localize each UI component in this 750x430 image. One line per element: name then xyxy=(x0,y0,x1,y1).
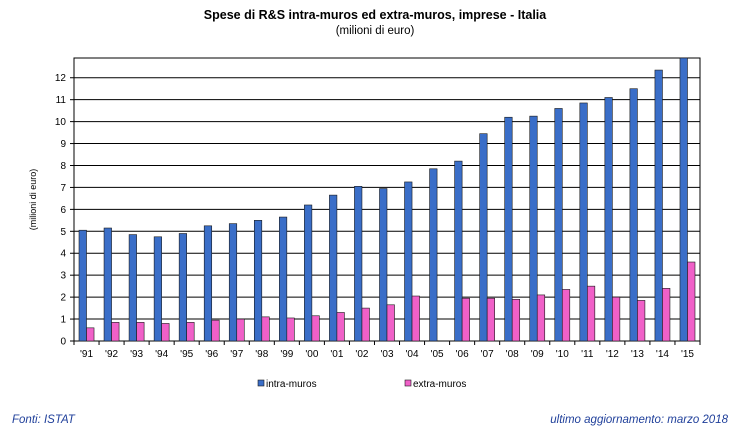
x-tick-label: '10 xyxy=(556,349,569,360)
bar-extra-muros xyxy=(612,296,621,342)
source-note: Fonti: ISTAT xyxy=(12,414,75,426)
bar-extra-muros xyxy=(311,315,320,342)
legend-swatch-intra-muros xyxy=(257,379,265,387)
x-tick-label: '91 xyxy=(80,349,93,360)
x-tick-label: '15 xyxy=(681,349,694,360)
bar-intra-muros xyxy=(529,115,538,342)
x-tick-label: '03 xyxy=(380,349,393,360)
bar-extra-muros xyxy=(86,327,95,342)
y-tick-label: 0 xyxy=(60,337,66,348)
bar-intra-muros xyxy=(178,233,187,342)
bar-extra-muros xyxy=(361,307,370,342)
x-tick-label: '06 xyxy=(456,349,469,360)
bar-extra-muros xyxy=(587,285,596,342)
bar-intra-muros xyxy=(604,97,613,342)
legend-swatch-extra-muros xyxy=(404,379,412,387)
bar-intra-muros xyxy=(203,225,213,342)
y-tick-label: 9 xyxy=(60,139,66,150)
y-tick-label: 12 xyxy=(55,73,67,84)
x-tick-label: '99 xyxy=(280,349,293,360)
bar-extra-muros xyxy=(336,312,345,342)
bar-intra-muros xyxy=(354,186,363,342)
bar-intra-muros xyxy=(78,229,87,342)
y-tick-label: 10 xyxy=(55,117,67,128)
x-tick-label: '02 xyxy=(355,349,368,360)
chart-subtitle: (milioni di euro) xyxy=(335,25,415,37)
x-tick-label: '12 xyxy=(606,349,619,360)
y-tick-label: 1 xyxy=(60,315,66,326)
bar-extra-muros xyxy=(536,294,546,342)
x-tick-label: '95 xyxy=(180,349,193,360)
x-tick-label: '97 xyxy=(230,349,243,360)
bar-intra-muros xyxy=(479,133,488,342)
x-tick-label: '13 xyxy=(631,349,644,360)
bar-extra-muros xyxy=(662,288,671,342)
bar-extra-muros xyxy=(236,318,245,342)
y-tick-label: 8 xyxy=(60,161,66,172)
y-tick-label: 2 xyxy=(60,293,66,304)
bar-extra-muros xyxy=(561,289,571,342)
bar-extra-muros xyxy=(461,297,470,342)
chart-title: Spese di R&S intra-muros ed extra-muros,… xyxy=(203,8,547,22)
bar-intra-muros xyxy=(279,216,288,342)
update-note: ultimo aggiornamento: marzo 2018 xyxy=(550,414,728,426)
x-tick-label: '01 xyxy=(330,349,343,360)
x-tick-label: '08 xyxy=(506,349,519,360)
bar-intra-muros xyxy=(253,220,263,342)
y-tick-label: 5 xyxy=(60,227,66,238)
bar-extra-muros xyxy=(161,323,170,342)
bar-intra-muros xyxy=(103,227,112,342)
x-tick-label: '09 xyxy=(531,349,544,360)
bar-extra-muros xyxy=(411,295,420,342)
x-tick-label: '98 xyxy=(255,349,268,360)
x-tick-label: '07 xyxy=(481,349,494,360)
bar-intra-muros xyxy=(153,236,162,342)
legend-label-extra-muros: extra-muros xyxy=(413,379,466,390)
y-tick-label: 6 xyxy=(60,205,66,216)
bar-extra-muros xyxy=(486,297,495,342)
bar-intra-muros xyxy=(554,108,563,342)
x-tick-label: '11 xyxy=(581,349,594,360)
bar-intra-muros xyxy=(679,57,688,342)
bar-intra-muros xyxy=(228,223,238,342)
x-tick-label: '92 xyxy=(105,349,118,360)
bar-intra-muros xyxy=(379,188,388,342)
bar-intra-muros xyxy=(304,204,313,342)
y-tick-label: 3 xyxy=(60,271,66,282)
y-tick-label: 4 xyxy=(60,249,66,260)
bar-extra-muros xyxy=(261,316,270,342)
bar-extra-muros xyxy=(386,304,395,342)
x-tick-label: '94 xyxy=(155,349,168,360)
bar-intra-muros xyxy=(454,160,463,342)
bar-intra-muros xyxy=(654,69,663,342)
y-tick-label: 7 xyxy=(60,183,66,194)
x-tick-label: '93 xyxy=(130,349,143,360)
bar-extra-muros xyxy=(111,322,120,342)
x-tick-label: '96 xyxy=(205,349,218,360)
legend-label-intra-muros: intra-muros xyxy=(266,379,317,390)
x-tick-label: '14 xyxy=(656,349,669,360)
bar-extra-muros xyxy=(286,317,295,342)
bar-extra-muros xyxy=(211,319,220,342)
bar-extra-muros xyxy=(637,300,646,342)
bar-extra-muros xyxy=(136,322,145,342)
bar-intra-muros xyxy=(429,168,438,342)
y-tick-label: 11 xyxy=(56,95,67,106)
x-tick-label: '04 xyxy=(406,349,419,360)
bar-intra-muros xyxy=(504,116,513,342)
bar-intra-muros xyxy=(329,194,338,342)
bar-intra-muros xyxy=(128,234,137,342)
bar-intra-muros xyxy=(579,102,588,342)
bar-extra-muros xyxy=(511,299,521,342)
x-tick-label: '00 xyxy=(305,349,318,360)
bar-intra-muros xyxy=(404,181,413,342)
x-tick-label: '05 xyxy=(431,349,444,360)
y-axis-label: (milioni di euro) xyxy=(28,169,38,231)
bar-intra-muros xyxy=(629,88,638,342)
bar-extra-muros xyxy=(186,322,195,342)
bar-extra-muros xyxy=(687,261,696,342)
